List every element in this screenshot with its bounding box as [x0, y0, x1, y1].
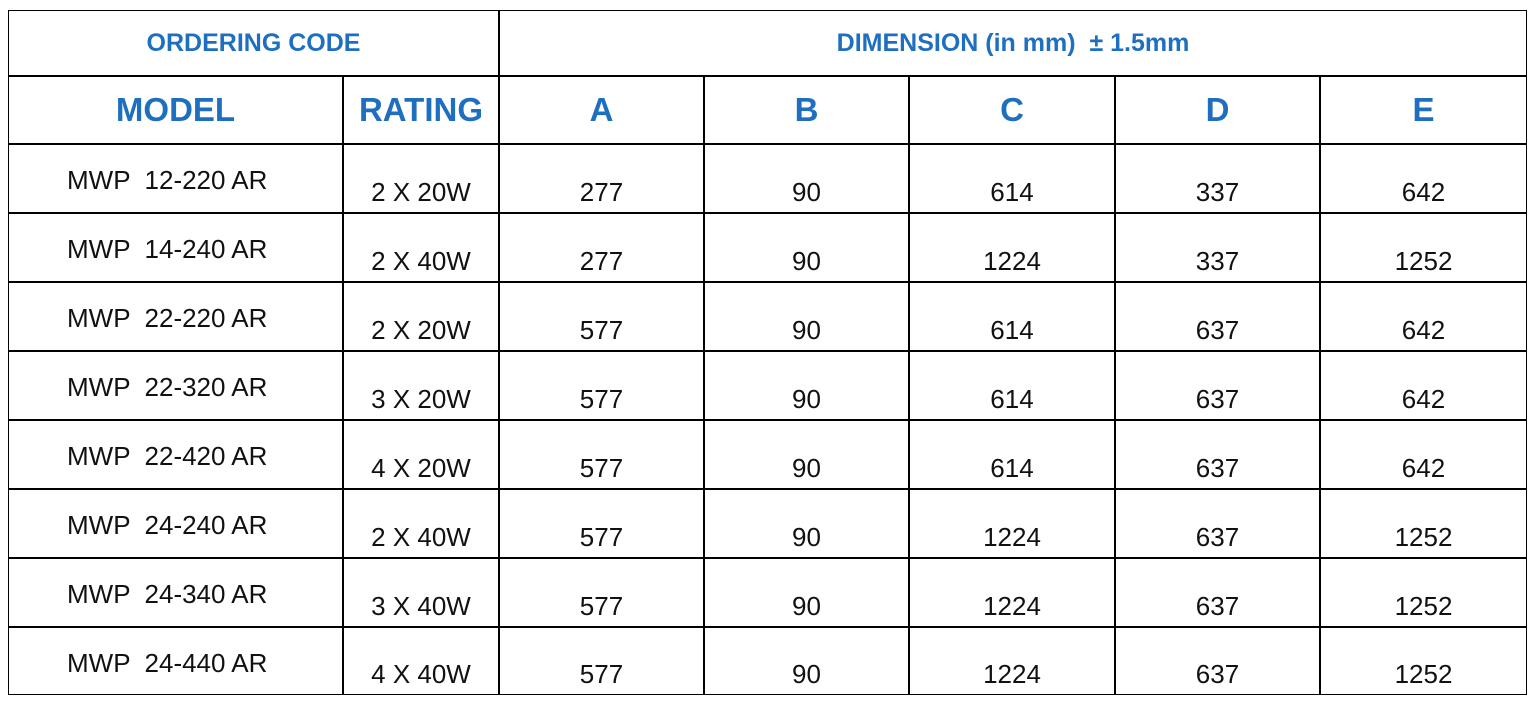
model-cell: MWP 22-320 AR	[8, 351, 343, 420]
value-cell: 637	[1115, 627, 1320, 695]
value-cell: 90	[704, 489, 909, 558]
column-header: D	[1115, 76, 1320, 144]
value-cell: 90	[704, 420, 909, 489]
value-cell: 4 X 40W	[343, 627, 499, 695]
value-cell: 637	[1115, 489, 1320, 558]
value-cell: 637	[1115, 351, 1320, 420]
value-cell: 2 X 20W	[343, 282, 499, 351]
value-cell: 642	[1320, 420, 1527, 489]
column-header: A	[499, 76, 704, 144]
value-cell: 614	[909, 351, 1115, 420]
value-cell: 614	[909, 282, 1115, 351]
value-cell: 577	[499, 420, 704, 489]
value-cell: 2 X 40W	[343, 213, 499, 282]
value-cell: 90	[704, 144, 909, 213]
value-cell: 90	[704, 282, 909, 351]
model-cell: MWP 22-220 AR	[8, 282, 343, 351]
value-cell: 277	[499, 213, 704, 282]
model-cell: MWP 14-240 AR	[8, 213, 343, 282]
value-cell: 1224	[909, 627, 1115, 695]
value-cell: 90	[704, 558, 909, 627]
value-cell: 637	[1115, 282, 1320, 351]
model-cell: MWP 22-420 AR	[8, 420, 343, 489]
value-cell: 1224	[909, 489, 1115, 558]
value-cell: 614	[909, 420, 1115, 489]
value-cell: 90	[704, 351, 909, 420]
value-cell: 642	[1320, 282, 1527, 351]
value-cell: 2 X 40W	[343, 489, 499, 558]
value-cell: 577	[499, 489, 704, 558]
value-cell: 1252	[1320, 558, 1527, 627]
value-cell: 3 X 20W	[343, 351, 499, 420]
value-cell: 642	[1320, 144, 1527, 213]
value-cell: 1224	[909, 558, 1115, 627]
value-cell: 277	[499, 144, 704, 213]
value-cell: 337	[1115, 213, 1320, 282]
value-cell: 1252	[1320, 627, 1527, 695]
value-cell: 637	[1115, 558, 1320, 627]
value-cell: 637	[1115, 420, 1320, 489]
column-header: RATING	[343, 76, 499, 144]
value-cell: 1224	[909, 213, 1115, 282]
column-header: E	[1320, 76, 1527, 144]
column-header: B	[704, 76, 909, 144]
value-cell: 90	[704, 213, 909, 282]
model-cell: MWP 12-220 AR	[8, 144, 343, 213]
value-cell: 337	[1115, 144, 1320, 213]
value-cell: 90	[704, 627, 909, 695]
value-cell: 614	[909, 144, 1115, 213]
group-header: DIMENSION (in mm) ± 1.5mm	[499, 10, 1527, 76]
value-cell: 577	[499, 282, 704, 351]
value-cell: 1252	[1320, 489, 1527, 558]
value-cell: 3 X 40W	[343, 558, 499, 627]
column-header: C	[909, 76, 1115, 144]
value-cell: 577	[499, 351, 704, 420]
model-cell: MWP 24-340 AR	[8, 558, 343, 627]
value-cell: 642	[1320, 351, 1527, 420]
value-cell: 2 X 20W	[343, 144, 499, 213]
model-cell: MWP 24-240 AR	[8, 489, 343, 558]
value-cell: 1252	[1320, 213, 1527, 282]
value-cell: 577	[499, 558, 704, 627]
model-cell: MWP 24-440 AR	[8, 627, 343, 695]
value-cell: 577	[499, 627, 704, 695]
value-cell: 4 X 20W	[343, 420, 499, 489]
group-header: ORDERING CODE	[8, 10, 499, 76]
column-header: MODEL	[8, 76, 343, 144]
